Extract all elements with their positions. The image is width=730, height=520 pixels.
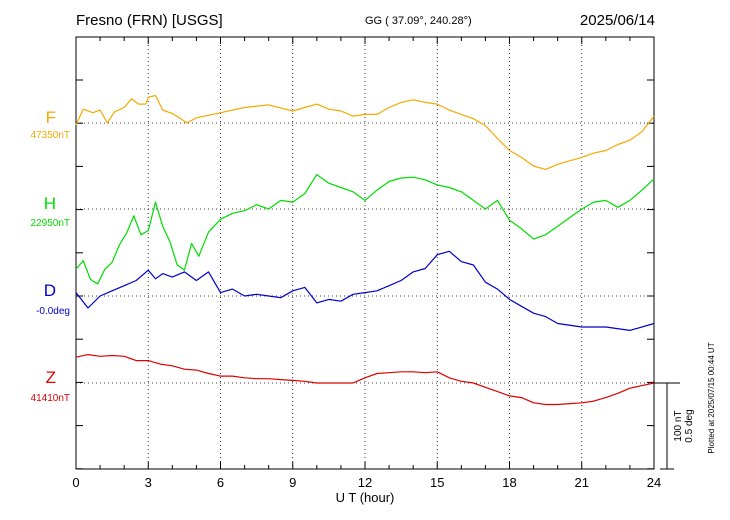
x-tick-label: 12: [358, 475, 372, 490]
x-tick-label: 21: [575, 475, 589, 490]
scale-bar: [654, 382, 680, 470]
baseline-grid: [76, 122, 654, 384]
x-tick-label: 0: [72, 475, 79, 490]
series-line-f: [75, 94, 655, 170]
series-line-h: [75, 174, 655, 285]
scale-nt-label: 100 nT: [673, 410, 684, 441]
vertical-grid: [75, 37, 655, 469]
baseline-label-z: 41410nT: [31, 393, 70, 404]
scale-deg-label: 0.5 deg: [684, 409, 695, 442]
x-tick-label: 9: [289, 475, 296, 490]
x-tick-labels: 0 3 6 9 12 15 18 21 24: [72, 475, 661, 490]
x-tick-label: 6: [217, 475, 224, 490]
x-tick-label: 18: [502, 475, 516, 490]
series-label-f: F: [46, 108, 56, 127]
date-label: 2025/06/14: [580, 12, 655, 29]
plotted-timestamp: Plotted at 2025/07/15 00:44 UT: [707, 342, 716, 453]
series-label-z: Z: [46, 368, 56, 387]
x-tick-label: 3: [145, 475, 152, 490]
series-line-d: [75, 250, 655, 331]
x-axis-title: U T (hour): [336, 490, 395, 505]
station-title: Fresno (FRN) [USGS]: [76, 12, 223, 29]
series-traces: [75, 94, 655, 406]
baseline-label-f: 47350nT: [31, 130, 70, 141]
baseline-label-d: -0.0deg: [36, 306, 70, 317]
coordinates-label: GG ( 37.09°, 240.28°): [365, 15, 472, 27]
series-label-h: H: [44, 194, 56, 213]
series-line-z: [75, 354, 655, 406]
x-tick-label: 24: [647, 475, 661, 490]
baseline-label-h: 22950nT: [31, 218, 70, 229]
left-ticks: [76, 79, 654, 470]
series-label-d: D: [44, 281, 56, 300]
x-tick-label: 15: [430, 475, 444, 490]
